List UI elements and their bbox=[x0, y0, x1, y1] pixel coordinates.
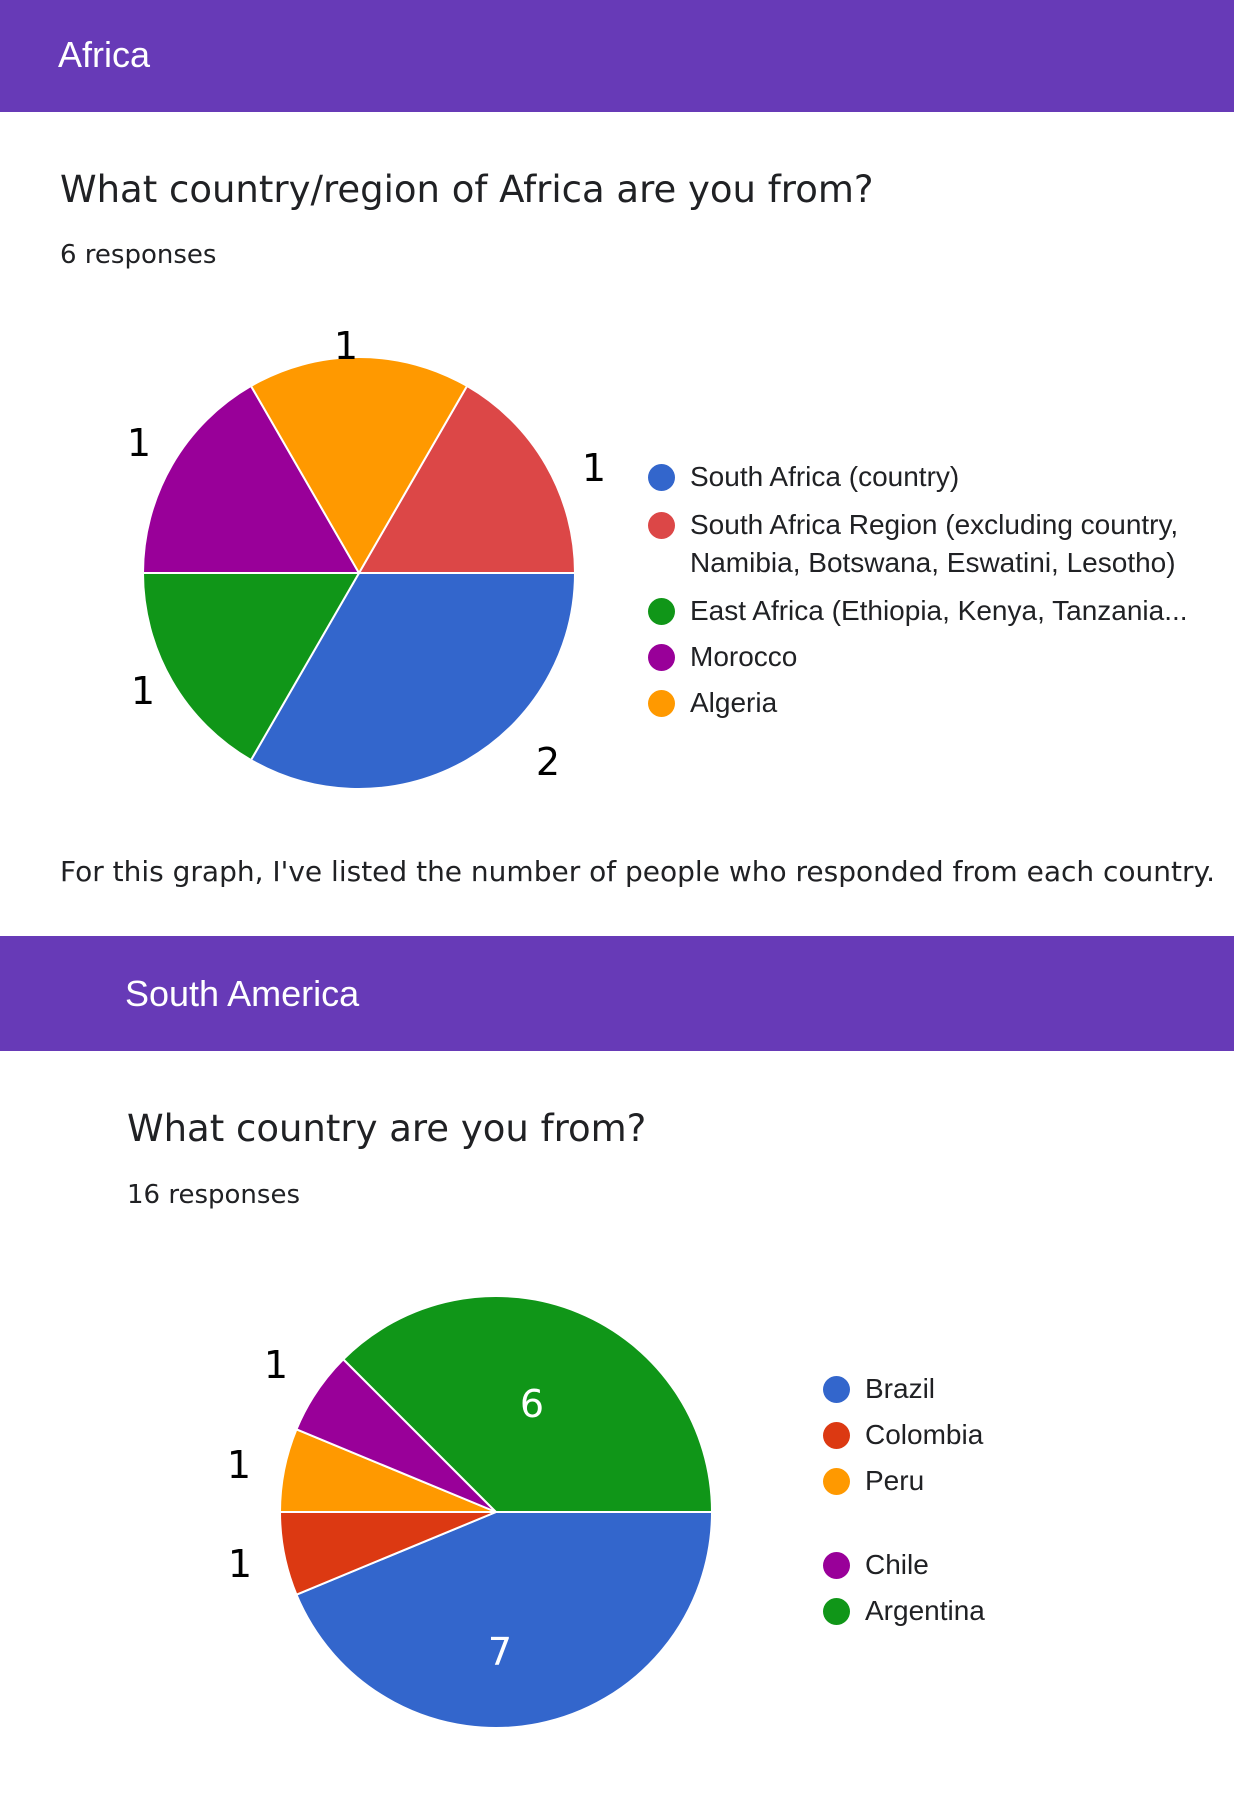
slice-value-label: 1 bbox=[264, 1343, 288, 1387]
legend-swatch bbox=[648, 690, 675, 717]
slice-value-label: 1 bbox=[227, 1443, 251, 1487]
chart-legend: South Africa (country) South Africa Regi… bbox=[648, 458, 1234, 722]
pie-chart-africa: 2 1 1 1 1 bbox=[127, 324, 606, 790]
section-title: Africa bbox=[58, 34, 151, 75]
legend-item: Morocco bbox=[648, 638, 1234, 676]
pie-slice-algeria bbox=[249, 356, 469, 575]
pie-slice-south-africa-country bbox=[249, 572, 577, 790]
legend-item: Colombia bbox=[823, 1416, 985, 1454]
legend-swatch bbox=[823, 1598, 850, 1625]
legend-item: Chile bbox=[823, 1546, 985, 1584]
pie-slice-south-africa-region-excluding-country-namibia-botswana-eswatini-lesotho bbox=[357, 384, 577, 574]
slice-value-label: 1 bbox=[334, 324, 358, 368]
section-title: South America bbox=[125, 973, 360, 1014]
legend-label: Algeria bbox=[690, 687, 778, 718]
response-count: 6 responses bbox=[60, 240, 217, 270]
legend-label: Chile bbox=[865, 1549, 929, 1580]
response-count: 16 responses bbox=[127, 1180, 300, 1210]
legend-swatch bbox=[823, 1552, 850, 1579]
slice-value-label: 2 bbox=[536, 740, 560, 784]
legend-label: East Africa (Ethiopia, Kenya, Tanzania..… bbox=[690, 595, 1188, 626]
pie-chart-south-america: 7 1 1 1 6 bbox=[227, 1294, 714, 1730]
legend-label: Peru bbox=[865, 1465, 925, 1496]
legend-item: Argentina bbox=[823, 1592, 985, 1630]
legend-label: Argentina bbox=[865, 1595, 985, 1626]
chart-legend: Brazil Colombia Peru Chile Argentina bbox=[823, 1370, 985, 1630]
question-title: What country are you from? bbox=[127, 1107, 647, 1150]
legend-swatch bbox=[648, 512, 675, 539]
legend-swatch bbox=[648, 598, 675, 625]
section-header-africa: Africa bbox=[0, 0, 1234, 112]
pie-slice-argentina bbox=[341, 1294, 714, 1513]
legend-label: South Africa Region (excluding country, … bbox=[690, 509, 1179, 578]
question-title: What country/region of Africa are you fr… bbox=[60, 168, 874, 211]
legend-item: Algeria bbox=[648, 684, 1234, 722]
slice-value-label: 7 bbox=[488, 1630, 512, 1674]
legend-swatch bbox=[823, 1468, 850, 1495]
chart-note: For this graph, I've listed the number o… bbox=[60, 855, 1215, 888]
legend-item: South Africa (country) bbox=[648, 458, 1234, 496]
legend-label: Colombia bbox=[865, 1419, 984, 1450]
legend-item: Peru bbox=[823, 1462, 985, 1500]
slice-value-label: 1 bbox=[228, 1542, 252, 1586]
legend-swatch bbox=[648, 644, 675, 671]
pie-slice-east-africa-ethiopia-kenya-tanzania bbox=[141, 572, 361, 762]
legend-item: East Africa (Ethiopia, Kenya, Tanzania..… bbox=[648, 592, 1234, 630]
slice-value-label: 1 bbox=[127, 421, 151, 465]
slice-value-label: 1 bbox=[131, 669, 155, 713]
section-header-south-america: South America bbox=[0, 936, 1234, 1051]
legend-swatch bbox=[823, 1376, 850, 1403]
legend-item: Brazil bbox=[823, 1370, 985, 1408]
legend-label: Brazil bbox=[865, 1373, 936, 1404]
legend-label: Morocco bbox=[690, 641, 798, 672]
slice-value-label: 1 bbox=[582, 446, 606, 490]
legend-swatch bbox=[823, 1422, 850, 1449]
pie-slice-brazil bbox=[295, 1511, 714, 1730]
slice-value-label: 6 bbox=[520, 1382, 544, 1426]
legend-swatch bbox=[648, 464, 675, 491]
pie-slice-morocco bbox=[141, 384, 361, 574]
legend-item: South Africa Region (excluding country, … bbox=[648, 506, 1234, 582]
legend-label: South Africa (country) bbox=[690, 461, 960, 492]
